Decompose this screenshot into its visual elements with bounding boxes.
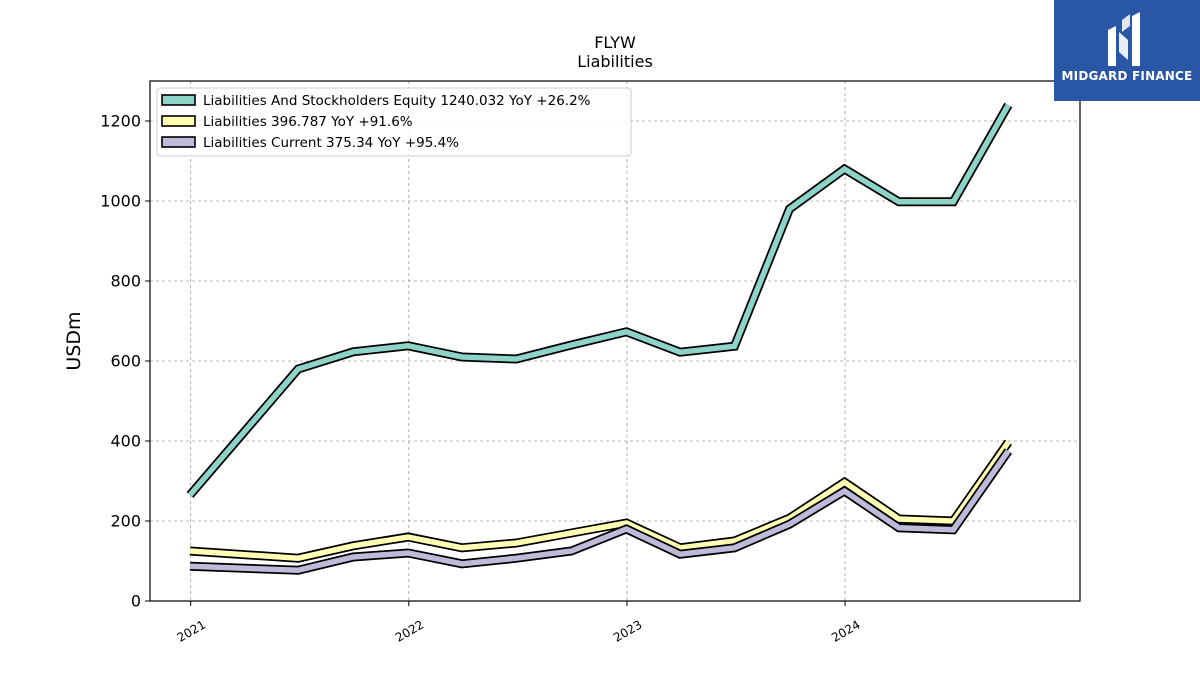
x-tick-label: 2024 xyxy=(829,617,862,644)
y-tick-label: 1200 xyxy=(100,112,141,131)
y-axis-label: USDm xyxy=(63,311,85,370)
brand-logo: MIDGARD FINANCE xyxy=(1054,0,1200,101)
legend-label: Liabilities 396.787 YoY +91.6% xyxy=(203,114,413,130)
legend-label: Liabilities And Stockholders Equity 1240… xyxy=(203,93,591,109)
y-tick-label: 1000 xyxy=(100,192,141,211)
series-line xyxy=(189,449,1011,573)
y-tick-label: 800 xyxy=(110,272,141,291)
y-tick-label: 0 xyxy=(131,592,141,611)
y-axis: 0 200 400 600 800 1000 1200 xyxy=(100,112,150,611)
legend-box xyxy=(156,87,632,157)
series-line xyxy=(189,440,1011,561)
legend-swatch xyxy=(161,115,196,127)
chart-title: FLYW xyxy=(594,33,636,52)
x-axis: 2021 2022 2023 2024 xyxy=(175,601,863,645)
chart-subtitle: Liabilities xyxy=(577,52,653,71)
x-tick-label: 2021 xyxy=(175,617,208,644)
legend-label: Liabilities Current 375.34 YoY +95.4% xyxy=(203,135,459,151)
brand-mark-icon xyxy=(1108,12,1140,66)
y-tick-label: 600 xyxy=(110,352,141,371)
series-line-outline xyxy=(186,102,1013,498)
series-line xyxy=(187,103,1011,497)
legend-swatch xyxy=(161,136,196,148)
y-tick-label: 400 xyxy=(110,432,141,451)
plot-frame xyxy=(149,80,1081,602)
y-tick-label: 200 xyxy=(110,512,141,531)
x-tick-label: 2022 xyxy=(393,617,426,644)
legend-swatch xyxy=(161,94,196,106)
legend: Liabilities And Stockholders Equity 1240… xyxy=(156,87,632,157)
series-lines xyxy=(186,102,1013,575)
x-tick-label: 2023 xyxy=(611,617,644,644)
brand-name: MIDGARD FINANCE xyxy=(1061,69,1193,83)
